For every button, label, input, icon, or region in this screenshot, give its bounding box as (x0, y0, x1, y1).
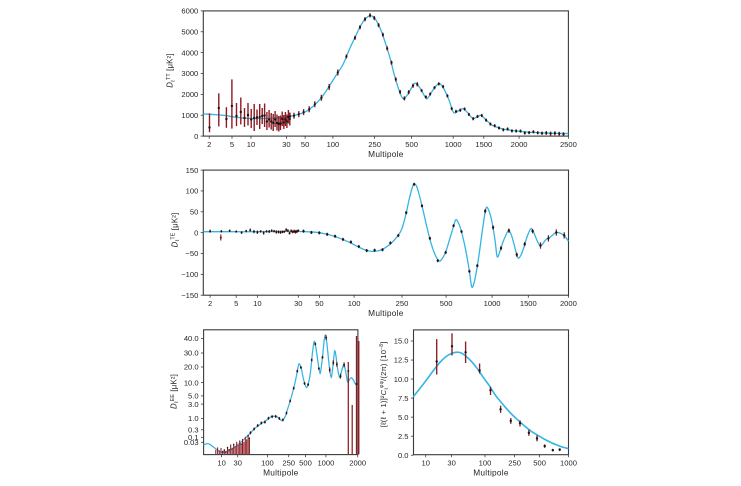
svg-text:100: 100 (261, 458, 274, 467)
svg-text:100: 100 (186, 187, 199, 196)
svg-text:0.03: 0.03 (184, 438, 199, 447)
svg-text:250: 250 (282, 458, 295, 467)
svg-text:[ℓ(ℓ + 1)]²Cℓφφ/(2π) [10−8]: [ℓ(ℓ + 1)]²Cℓφφ/(2π) [10−8] (379, 341, 390, 427)
svg-text:1000: 1000 (484, 299, 501, 308)
svg-text:150: 150 (186, 166, 199, 175)
svg-text:30: 30 (233, 458, 241, 467)
svg-text:30.0: 30.0 (184, 349, 199, 358)
svg-text:2000: 2000 (511, 140, 528, 149)
svg-text:1000: 1000 (181, 111, 198, 120)
svg-text:0.1: 0.1 (188, 433, 199, 442)
svg-text:2000: 2000 (349, 458, 366, 467)
svg-text:10: 10 (217, 458, 225, 467)
svg-text:1.0: 1.0 (188, 414, 199, 423)
svg-text:500: 500 (533, 459, 546, 468)
svg-text:Multipole: Multipole (263, 468, 299, 478)
svg-text:4000: 4000 (181, 48, 198, 57)
svg-text:500: 500 (440, 299, 453, 308)
svg-text:10: 10 (253, 299, 261, 308)
svg-text:5000: 5000 (181, 27, 198, 36)
svg-text:500: 500 (405, 140, 418, 149)
svg-text:DℓTE [μK²]: DℓTE [μK²] (170, 213, 181, 248)
svg-text:2000: 2000 (181, 90, 198, 99)
svg-text:50: 50 (301, 140, 309, 149)
svg-text:10.0: 10.0 (394, 375, 409, 384)
svg-text:Multipole: Multipole (368, 149, 404, 159)
svg-text:0.0: 0.0 (398, 451, 409, 460)
svg-text:0: 0 (194, 132, 198, 141)
svg-text:Multipole: Multipole (473, 468, 509, 478)
svg-text:2000: 2000 (560, 299, 577, 308)
svg-text:7.5: 7.5 (398, 394, 409, 403)
svg-text:5.0: 5.0 (398, 413, 409, 422)
svg-text:Multipole: Multipole (368, 308, 404, 318)
svg-text:5.0: 5.0 (188, 392, 199, 401)
svg-text:DℓTT [μK²]: DℓTT [μK²] (166, 53, 177, 87)
svg-text:20.0: 20.0 (184, 363, 199, 372)
svg-text:500: 500 (299, 458, 312, 467)
svg-text:DℓEE [μK²]: DℓEE [μK²] (169, 374, 180, 409)
svg-text:−100: −100 (181, 270, 198, 279)
svg-text:100: 100 (479, 459, 492, 468)
svg-text:250: 250 (368, 140, 381, 149)
svg-text:1000: 1000 (445, 140, 462, 149)
svg-text:40.0: 40.0 (184, 334, 199, 343)
svg-text:30: 30 (282, 140, 290, 149)
svg-text:0: 0 (194, 228, 198, 237)
svg-text:15.0: 15.0 (394, 337, 409, 346)
svg-text:1500: 1500 (520, 299, 537, 308)
svg-text:1000: 1000 (317, 458, 334, 467)
svg-text:50: 50 (315, 299, 323, 308)
svg-text:250: 250 (508, 459, 521, 468)
svg-text:10: 10 (421, 459, 429, 468)
svg-text:1000: 1000 (560, 459, 577, 468)
svg-text:100: 100 (348, 299, 361, 308)
svg-text:0.3: 0.3 (188, 426, 199, 435)
svg-text:6000: 6000 (181, 7, 198, 16)
svg-text:100: 100 (327, 140, 340, 149)
svg-text:10.0: 10.0 (184, 378, 199, 387)
svg-text:5: 5 (234, 299, 238, 308)
svg-text:30: 30 (294, 299, 302, 308)
svg-text:3.0: 3.0 (188, 400, 199, 409)
svg-text:3000: 3000 (181, 69, 198, 78)
svg-text:10: 10 (247, 140, 255, 149)
svg-text:12.5: 12.5 (394, 356, 409, 365)
svg-text:2: 2 (208, 299, 212, 308)
svg-text:−150: −150 (181, 291, 198, 300)
svg-text:−50: −50 (185, 249, 198, 258)
svg-text:2.5: 2.5 (398, 432, 409, 441)
svg-text:1500: 1500 (475, 140, 492, 149)
svg-text:50: 50 (190, 208, 198, 217)
svg-text:2500: 2500 (560, 140, 577, 149)
svg-text:2: 2 (207, 140, 211, 149)
svg-text:30: 30 (447, 459, 455, 468)
svg-text:250: 250 (396, 299, 409, 308)
svg-text:5: 5 (230, 140, 234, 149)
